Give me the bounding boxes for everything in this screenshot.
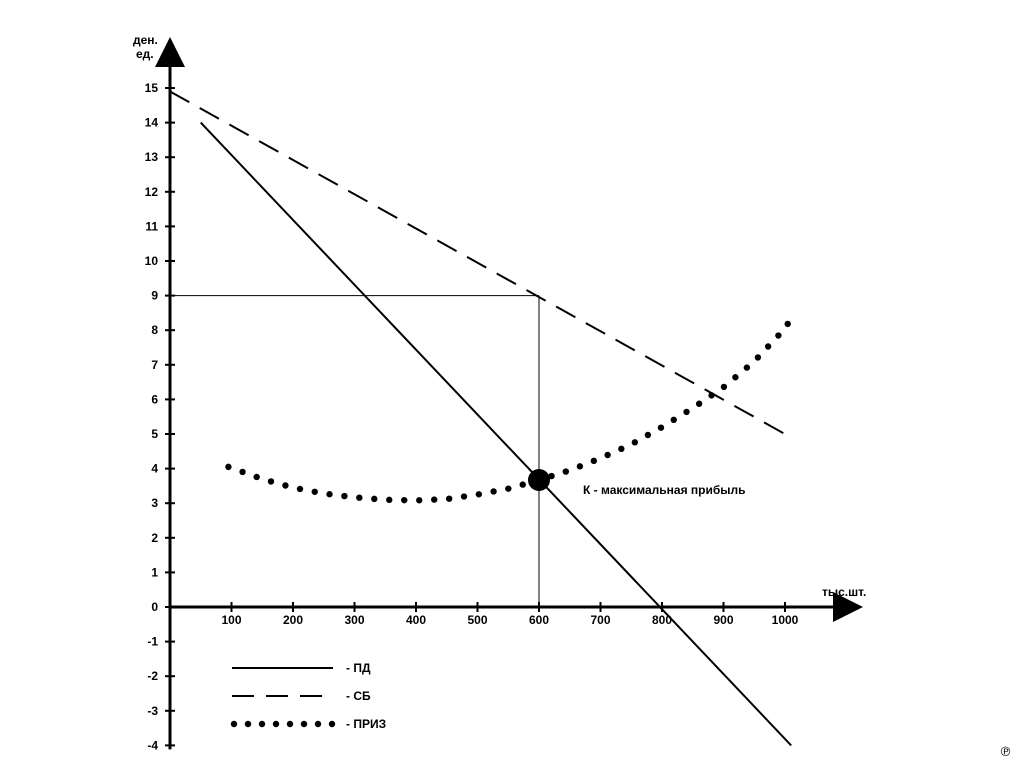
series-priz-dot [460, 493, 468, 500]
series-priz-dot [311, 488, 318, 495]
y-tick-label: 2 [151, 531, 158, 545]
legend-label: - ПД [346, 661, 371, 675]
series-priz-dot [775, 332, 782, 339]
y-tick-label: 10 [145, 254, 159, 268]
legend-priz-dot [300, 720, 308, 728]
y-tick-label: 15 [145, 81, 159, 95]
series-priz-dot [505, 485, 512, 492]
x-tick-label: 300 [344, 613, 364, 627]
series-priz-dot [754, 354, 762, 361]
series-priz-dot [764, 343, 772, 350]
legend-priz-dot [286, 720, 294, 728]
x-tick-label: 500 [467, 613, 487, 627]
series-priz-dot [445, 495, 453, 502]
series-group [169, 90, 792, 747]
series-priz-dot [356, 494, 363, 501]
y-tick-label: 5 [151, 427, 158, 441]
y-axis-title-line2: ед. [136, 47, 154, 61]
y-tick-label: 11 [145, 219, 158, 233]
y-tick-label: -2 [147, 669, 158, 683]
legend-priz-dot [244, 720, 252, 728]
y-axis-title-line1: ден. [133, 33, 158, 47]
y-tick-label: 4 [151, 462, 158, 476]
x-tick-label: 600 [529, 613, 549, 627]
legend-priz-dot [314, 720, 322, 728]
y-tick-label: 3 [151, 496, 158, 510]
highlight-point-label: К - максимальная прибыль [583, 483, 746, 497]
series-priz-dot [416, 497, 423, 504]
series-priz-dot [631, 439, 639, 446]
series-priz-dot [225, 463, 232, 471]
series-priz-dot [590, 457, 598, 465]
y-tick-label: 14 [145, 116, 159, 130]
series-priz-dot [708, 392, 715, 399]
series-priz-dot [784, 320, 791, 328]
x-tick-label: 900 [713, 613, 733, 627]
legend-label: - СБ [346, 689, 371, 703]
series-priz-dot [475, 491, 483, 498]
y-tick-label: 6 [151, 392, 158, 406]
series-priz-dot [743, 364, 751, 371]
y-tick-label: 8 [151, 323, 158, 337]
legend: - ПД - СБ - ПРИЗ [230, 661, 386, 731]
y-tick-label: 1 [151, 565, 158, 579]
guide-lines [170, 295, 540, 607]
series-pd-line [200, 121, 792, 747]
series-priz-dot [695, 400, 703, 407]
legend-label: - ПРИЗ [346, 717, 386, 731]
y-tick-label: 12 [145, 185, 159, 199]
x-tick-label: 1000 [772, 613, 799, 627]
series-priz-dot [386, 496, 393, 504]
x-tick-label: 200 [283, 613, 303, 627]
series-priz-dot [657, 424, 665, 431]
x-tick-label: 700 [590, 613, 610, 627]
x-tick-label: 800 [652, 613, 672, 627]
y-tick-label: 9 [151, 289, 158, 303]
series-priz-dot [296, 485, 304, 493]
series-priz-dot [683, 408, 690, 416]
series-priz-dot [519, 481, 526, 488]
series-priz-dot [371, 495, 378, 503]
legend-priz-dot [272, 720, 280, 728]
x-tick-label: 100 [221, 613, 241, 627]
series-priz-dot [604, 451, 611, 459]
x-tick-label: 400 [406, 613, 426, 627]
series-priz-dot [548, 472, 555, 480]
series-priz-dot [670, 416, 677, 424]
max-profit-point [528, 469, 550, 492]
series-priz-dot [644, 431, 652, 439]
series-priz-dot [253, 473, 260, 481]
series-priz-dot [618, 445, 625, 453]
corner-mark: ℗ [999, 745, 1012, 760]
legend-priz-dot [328, 720, 336, 728]
series-priz-dot [732, 374, 739, 381]
series-priz-dot [720, 383, 728, 391]
series-priz-dot [490, 488, 497, 495]
y-tick-label: 13 [145, 150, 159, 164]
series-priz-dot [562, 468, 570, 475]
series-priz-dot [431, 496, 438, 503]
series-priz-dot [267, 478, 275, 485]
series-sb-line [169, 90, 792, 439]
legend-priz-dot [258, 720, 266, 728]
series-priz-dot [401, 496, 408, 504]
series-priz-dot [239, 468, 246, 476]
series-priz-dot [341, 492, 348, 500]
y-tick-label: -3 [147, 704, 158, 718]
y-tick-label: -4 [147, 738, 158, 752]
x-axis-title: тыс.шт. [822, 585, 866, 599]
series-priz-dot [282, 482, 289, 489]
y-tick-label: 7 [151, 358, 158, 372]
series-priz-dot [326, 491, 333, 498]
series-priz-dot [576, 463, 584, 470]
y-tick-label: 0 [151, 600, 158, 614]
y-tick-label: -1 [147, 635, 158, 649]
legend-priz-dot [230, 720, 238, 728]
